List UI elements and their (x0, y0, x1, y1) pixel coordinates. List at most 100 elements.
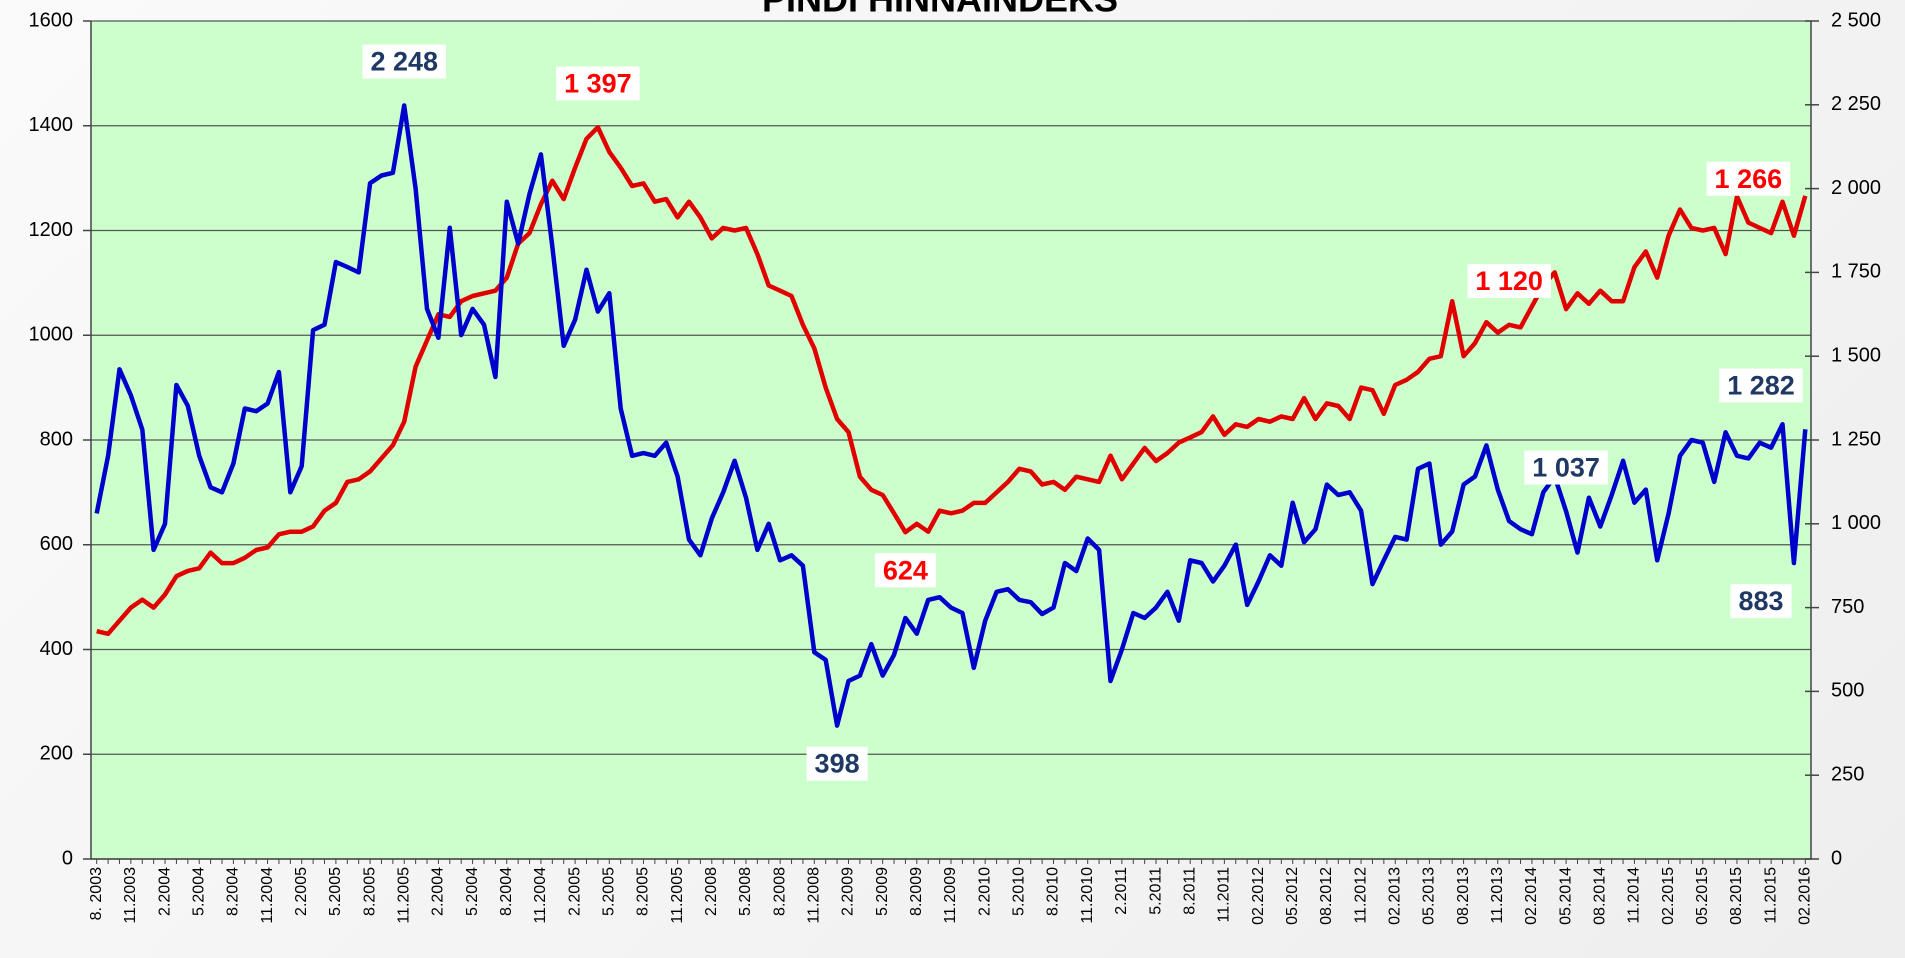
x-tick-label: 02.2015 (1660, 867, 1677, 925)
x-tick-label: 5.2005 (600, 867, 617, 916)
x-tick-label: 11.2008 (806, 867, 823, 924)
x-tick-label: 8.2010 (1045, 867, 1062, 916)
y2-tick-label: 1 750 (1831, 261, 1881, 283)
x-tick-label: 8. 2003 (88, 867, 105, 920)
data-label: 1 037 (1532, 453, 1600, 483)
series-line (96, 125, 1808, 637)
y2-tick-label: 750 (1831, 596, 1864, 618)
x-tick-label: 11.2003 (122, 867, 139, 924)
x-tick-label: 5.2005 (327, 867, 344, 916)
y-tick-label: 1200 (29, 219, 74, 241)
x-tick-label: 8.2008 (771, 867, 788, 916)
data-label-group: 1 266 (1706, 161, 1791, 196)
data-label: 1 282 (1727, 370, 1795, 400)
x-tick-label: 08.2012 (1318, 867, 1335, 925)
x-tick-label: 05.2014 (1557, 867, 1574, 925)
x-tick-label: 02.2014 (1523, 867, 1540, 925)
y2-tick-label: 500 (1831, 680, 1864, 702)
x-tick-label: 08.2015 (1728, 867, 1745, 925)
y-tick-label: 200 (40, 743, 73, 765)
x-tick-label: 5.2009 (874, 867, 891, 916)
data-label: 624 (883, 555, 928, 585)
x-tick-label: 11.2010 (1079, 867, 1096, 924)
y2-tick-label: 1 250 (1831, 428, 1881, 450)
x-tick-label: 5.2008 (737, 867, 754, 916)
x-tick-label: 2.2009 (840, 867, 857, 916)
x-tick-label: 11.2012 (1352, 867, 1369, 924)
data-label-group: 1 037 (1524, 450, 1608, 485)
x-tick-label: 05.2012 (1284, 867, 1301, 925)
data-label-group: 1 282 (1719, 368, 1803, 403)
y2-tick-label: 1 500 (1831, 344, 1881, 366)
x-tick-label: 11.2015 (1762, 867, 1779, 924)
x-tick-label: 02.2016 (1797, 867, 1814, 925)
x-tick-label: 5.2004 (190, 867, 207, 916)
data-label: 1 266 (1715, 164, 1783, 194)
x-tick-label: 8.2004 (498, 867, 515, 916)
x-tick-label: 11.2004 (259, 867, 276, 924)
x-tick-label: 8.2009 (908, 867, 925, 916)
data-label-group: 1 120 (1467, 263, 1551, 298)
x-tick-label: 05.2013 (1421, 867, 1438, 925)
data-label-group: 2 248 (362, 44, 447, 79)
y2-tick-label: 0 (1831, 847, 1842, 869)
y2-tick-label: 2 500 (1831, 9, 1881, 31)
x-tick-label: 5.2004 (464, 867, 481, 916)
x-tick-label: 2.2011 (1113, 867, 1130, 915)
x-tick-label: 2.2010 (976, 867, 993, 916)
data-label-box (1730, 584, 1792, 619)
x-tick-label: 5.2010 (1011, 867, 1028, 916)
y-tick-label: 1400 (29, 114, 74, 136)
y2-tick-label: 250 (1831, 763, 1864, 785)
data-label-group: 1 397 (556, 66, 640, 101)
x-tick-label: 05.2015 (1694, 867, 1711, 925)
data-label: 1 397 (564, 68, 632, 98)
data-label-box (556, 66, 640, 101)
data-label-group: 398 (806, 746, 868, 781)
chart-title: PINDI HINNAINDEKS (762, 0, 1118, 20)
data-label-box (1706, 161, 1791, 196)
data-label-box (874, 553, 936, 588)
data-label: 883 (1738, 586, 1783, 616)
x-tick-label: 02.2012 (1250, 867, 1267, 925)
x-tick-label: 11.2013 (1489, 867, 1506, 924)
data-label: 1 120 (1475, 266, 1543, 296)
x-tick-label: 11.2005 (395, 867, 412, 924)
y2-tick-label: 2 250 (1831, 93, 1881, 115)
data-label-box (1467, 263, 1551, 298)
data-label-box (1719, 368, 1803, 403)
y-tick-label: 400 (40, 638, 73, 660)
data-label-box (362, 44, 447, 79)
x-tick-label: 2.2008 (703, 867, 720, 916)
data-label: 398 (815, 749, 860, 779)
x-tick-label: 11.2005 (669, 867, 686, 924)
x-tick-label: 8.2005 (361, 867, 378, 916)
x-tick-label: 11.2014 (1626, 867, 1643, 924)
x-tick-label: 11.2009 (942, 867, 959, 924)
x-tick-label: 11.2004 (532, 867, 549, 924)
x-tick-label: 2.2004 (430, 867, 447, 916)
data-label-box (806, 746, 868, 781)
x-tick-label: 8.2011 (1181, 867, 1198, 915)
series-line (94, 103, 1808, 728)
y-tick-label: 0 (62, 847, 73, 869)
data-label-group: 624 (874, 553, 936, 588)
x-tick-label: 2.2005 (293, 867, 310, 916)
x-tick-label: 8.2005 (635, 867, 652, 916)
x-tick-label: 8.2004 (225, 867, 242, 916)
x-tick-label: 2.2005 (566, 867, 583, 916)
x-tick-label: 08.2013 (1455, 867, 1472, 925)
data-label: 2 248 (370, 47, 438, 77)
y-tick-label: 600 (40, 533, 73, 555)
y-tick-label: 1000 (29, 324, 74, 346)
y-tick-label: 800 (40, 428, 73, 450)
y2-tick-label: 2 000 (1831, 177, 1881, 199)
x-tick-label: 11.2011 (1216, 867, 1233, 923)
data-label-box (1524, 450, 1608, 485)
x-tick-label: 08.2014 (1591, 867, 1608, 925)
y-tick-label: 1600 (29, 9, 74, 31)
x-tick-label: 5.2011 (1147, 867, 1164, 915)
x-tick-label: 02.2013 (1386, 867, 1403, 925)
